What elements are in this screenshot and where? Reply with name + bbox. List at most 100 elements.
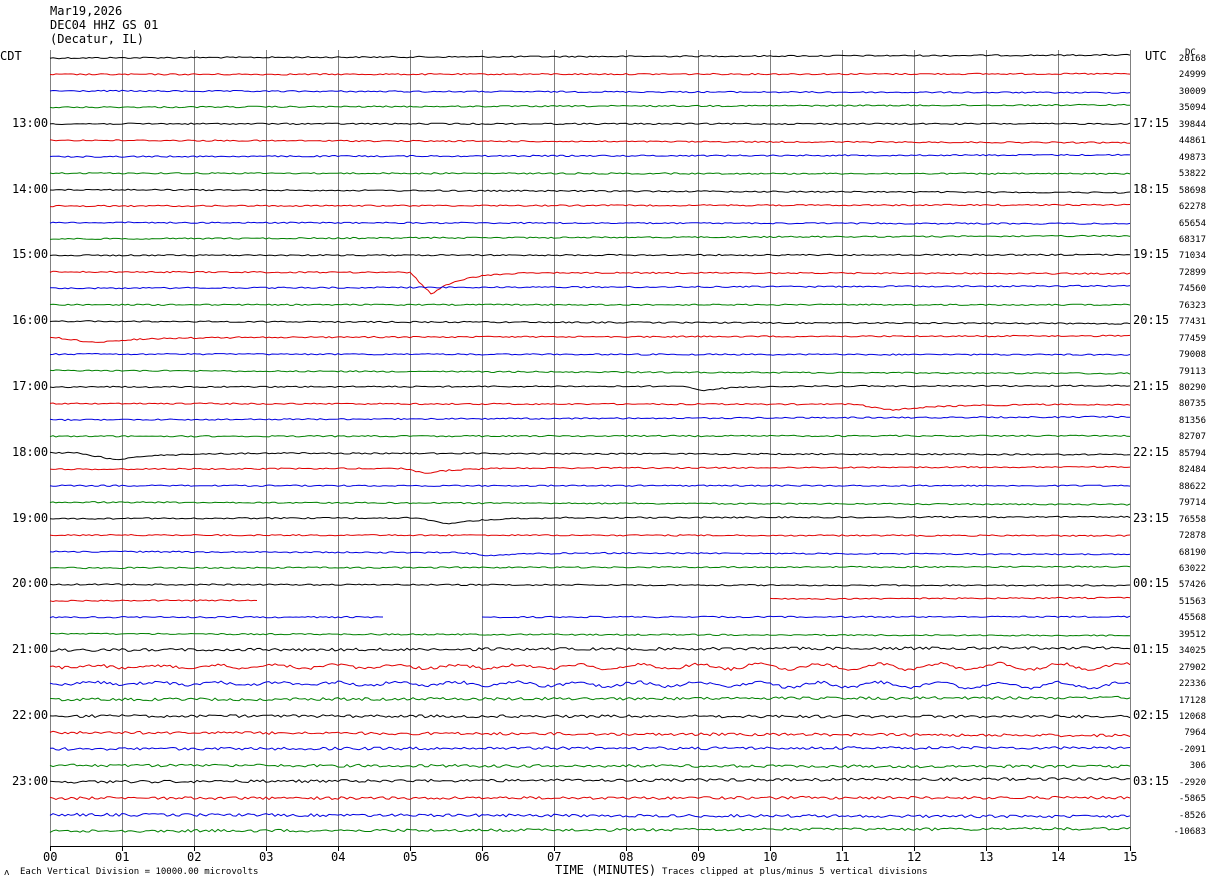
trace-line-44 xyxy=(49,763,1131,769)
x-tick-label: 01 xyxy=(115,850,130,864)
x-tick-label: 03 xyxy=(259,850,274,864)
trace-line-42 xyxy=(49,730,1131,738)
dc-offset-label: 77459 xyxy=(1178,333,1206,344)
dc-offset-label: -10683 xyxy=(1173,827,1206,838)
cdt-hour-label: 17:00 xyxy=(12,379,49,393)
trace-line-13 xyxy=(49,253,1131,257)
scale-mark-icon: ᴧ xyxy=(4,868,10,878)
trace-line-20 xyxy=(49,369,1131,375)
trace-line-37 xyxy=(49,646,1131,652)
cdt-hour-label: 15:00 xyxy=(12,247,49,262)
dc-offset-label: -5865 xyxy=(1178,794,1206,805)
dc-offset-label: 34025 xyxy=(1178,646,1206,657)
dc-offset-label: 82707 xyxy=(1178,432,1206,443)
trace-line-29 xyxy=(49,515,1131,525)
dc-offset-label: 17128 xyxy=(1178,695,1206,706)
dc-offset-label: 79008 xyxy=(1178,350,1206,361)
utc-hour-label: 22:15 xyxy=(1133,444,1170,459)
x-tick-label: 07 xyxy=(547,850,562,864)
x-tick-label: 08 xyxy=(619,850,634,864)
trace-line-27 xyxy=(49,484,1131,487)
dc-offset-label: 44861 xyxy=(1178,136,1206,147)
dc-offset-label: 63022 xyxy=(1178,563,1206,574)
trace-line-5 xyxy=(49,122,1131,126)
dc-offset-label: 79714 xyxy=(1178,498,1206,509)
dc-offset-label: 22336 xyxy=(1178,679,1206,690)
trace-line-38 xyxy=(49,661,1131,672)
record-date: Mar19,2026 xyxy=(50,4,123,18)
x-tick-label: 13 xyxy=(979,850,994,864)
dc-offset-label: 77431 xyxy=(1178,317,1206,328)
trace-line-14 xyxy=(49,270,1131,295)
x-tick-label: 06 xyxy=(475,850,490,864)
trace-line-16 xyxy=(49,303,1131,306)
trace-line-45 xyxy=(49,777,1131,784)
utc-hour-label: 19:15 xyxy=(1133,247,1170,262)
dc-offset-label: 35094 xyxy=(1178,103,1206,114)
dc-offset-label: 80290 xyxy=(1178,383,1206,393)
x-tick-label: 04 xyxy=(331,850,346,864)
cdt-hour-label: 23:00 xyxy=(12,773,49,788)
dc-offset-label: 27902 xyxy=(1178,662,1206,673)
trace-line-33 xyxy=(49,583,1131,587)
utc-hour-label: 17:15 xyxy=(1133,115,1170,130)
trace-line-35 xyxy=(49,615,1131,619)
dc-offset-label: 62278 xyxy=(1178,202,1206,213)
dc-offset-label: 58698 xyxy=(1178,185,1206,196)
cdt-hour-label: 22:00 xyxy=(12,708,49,722)
dc-offset-label: 76558 xyxy=(1178,514,1206,525)
trace-line-46 xyxy=(49,795,1131,801)
trace-line-4 xyxy=(49,103,1130,109)
utc-axis-title: UTC xyxy=(1145,49,1167,63)
utc-hour-label: 20:15 xyxy=(1133,313,1170,328)
dc-offset-label: 306 xyxy=(1189,761,1206,772)
dc-offset-label: 85794 xyxy=(1178,448,1206,459)
utc-hour-label: 03:15 xyxy=(1133,773,1170,788)
dc-offset-label: 45568 xyxy=(1178,613,1206,624)
trace-line-11 xyxy=(49,221,1131,225)
x-tick-label: 09 xyxy=(691,850,706,864)
dc-offset-label: 74560 xyxy=(1178,284,1206,295)
cdt-hour-label: 13:00 xyxy=(12,115,49,130)
utc-hour-label: 18:15 xyxy=(1133,181,1170,196)
dc-offset-label: 24999 xyxy=(1178,70,1206,81)
trace-line-40 xyxy=(49,695,1131,702)
utc-hour-label: 00:15 xyxy=(1133,576,1170,591)
trace-line-9 xyxy=(49,188,1131,194)
trace-line-28 xyxy=(49,501,1131,506)
cdt-axis-title: CDT xyxy=(0,49,22,63)
x-tick-label: 00 xyxy=(43,850,58,864)
trace-line-41 xyxy=(49,714,1131,719)
utc-hour-label: 21:15 xyxy=(1133,379,1170,393)
trace-line-1 xyxy=(49,53,1131,60)
x-tick-label: 14 xyxy=(1051,850,1066,864)
trace-line-25 xyxy=(49,451,1131,461)
trace-line-6 xyxy=(49,139,1131,144)
dc-offset-label: 81356 xyxy=(1178,415,1206,426)
cdt-hour-label: 14:00 xyxy=(12,181,49,196)
trace-line-39 xyxy=(49,680,1131,690)
trace-line-15 xyxy=(49,284,1131,290)
trace-line-8 xyxy=(49,172,1131,175)
x-tick-label: 10 xyxy=(763,850,778,864)
dc-offset-label: 68317 xyxy=(1178,234,1206,245)
station-code: DEC04 HHZ GS 01 xyxy=(50,18,159,32)
dc-offset-label: 80735 xyxy=(1178,399,1206,410)
dc-offset-label: 68190 xyxy=(1178,547,1206,558)
dc-offset-label: 71034 xyxy=(1178,251,1206,262)
x-tick-label: 02 xyxy=(187,850,202,864)
trace-line-31 xyxy=(49,550,1131,557)
x-tick-label: 15 xyxy=(1123,850,1138,864)
trace-line-30 xyxy=(49,533,1131,537)
dc-offset-label: 30009 xyxy=(1178,86,1206,97)
dc-offset-label: 88622 xyxy=(1178,481,1206,492)
trace-line-24 xyxy=(49,434,1131,438)
dc-offset-label: -2920 xyxy=(1178,777,1206,788)
x-axis-label: TIME (MINUTES) xyxy=(555,863,657,877)
dc-offset-label: 72899 xyxy=(1178,267,1206,278)
dc-offset-label: 65654 xyxy=(1178,218,1206,229)
dc-offset-label: 7964 xyxy=(1184,728,1206,739)
dc-offset-label: 51563 xyxy=(1178,596,1206,607)
trace-line-43 xyxy=(49,745,1131,751)
